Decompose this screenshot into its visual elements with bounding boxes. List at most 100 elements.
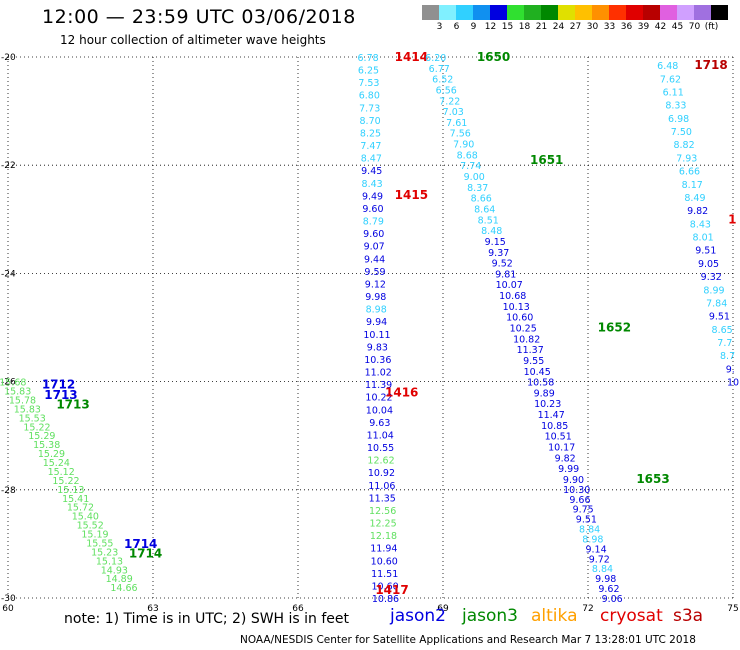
wave-height-value: 7.7 bbox=[717, 338, 732, 349]
wave-height-value: 9.62 bbox=[598, 584, 619, 595]
wave-height-value: 15.53 bbox=[19, 413, 46, 424]
wave-height-value: 8.17 bbox=[682, 180, 703, 191]
wave-height-value: 15.72 bbox=[67, 503, 94, 514]
wave-height-value: 8.82 bbox=[673, 140, 694, 151]
legend-swatch bbox=[694, 5, 711, 20]
legend-swatch bbox=[524, 5, 541, 20]
wave-height-value: 11.94 bbox=[370, 544, 397, 555]
wave-height-value: 7.93 bbox=[676, 153, 697, 164]
wave-height-value: 9.52 bbox=[492, 259, 513, 270]
wave-height-value: 9.82 bbox=[555, 453, 576, 464]
chart-subtitle: 12 hour collection of altimeter wave hei… bbox=[60, 33, 326, 47]
pass-number-label: 1417 bbox=[375, 583, 408, 597]
wave-height-value: 9.66 bbox=[569, 495, 590, 506]
wave-height-value: 6.98 bbox=[668, 114, 689, 125]
wave-height-value: 10.36 bbox=[364, 355, 391, 366]
wave-height-value: 8.65 bbox=[712, 325, 733, 336]
wave-height-value: 6.25 bbox=[358, 66, 379, 77]
legend-swatch bbox=[439, 5, 456, 20]
wave-height-value: 12.56 bbox=[369, 506, 396, 517]
wave-height-value: 10.51 bbox=[545, 432, 572, 443]
y-tick-label: -30 bbox=[1, 594, 16, 604]
wave-height-value: 11.04 bbox=[367, 430, 394, 441]
pass-number-label: 1714 bbox=[124, 537, 157, 551]
wave-height-value: 11.35 bbox=[369, 493, 396, 504]
wave-height-value: 15.22 bbox=[23, 422, 50, 433]
wave-height-value: 15.83 bbox=[14, 404, 41, 415]
wave-height-value: 10.45 bbox=[524, 367, 551, 378]
wave-height-value: 7.03 bbox=[443, 107, 464, 118]
x-tick-label: 63 bbox=[147, 604, 158, 614]
legend-swatch bbox=[626, 5, 643, 20]
wave-height-value: 9.59 bbox=[364, 267, 385, 278]
legend-swatch bbox=[422, 5, 439, 20]
wave-height-value: 9.32 bbox=[701, 272, 722, 283]
legend-swatch bbox=[473, 5, 490, 20]
wave-height-value: 15.22 bbox=[52, 476, 79, 487]
wave-height-value: 10.13 bbox=[503, 302, 530, 313]
y-tick-label: -26 bbox=[1, 378, 16, 388]
pass-number-label: 1714 bbox=[129, 547, 162, 561]
wave-height-value: 6.78 bbox=[358, 53, 379, 64]
wave-height-value: 7.53 bbox=[358, 78, 379, 89]
x-tick-label: 75 bbox=[727, 604, 738, 614]
wave-height-value: 10.25 bbox=[510, 324, 537, 335]
wave-height-value: 9.81 bbox=[495, 269, 516, 280]
wave-height-value: 15.41 bbox=[62, 494, 89, 505]
legend-swatch bbox=[490, 5, 507, 20]
wave-height-value: 8.79 bbox=[363, 217, 384, 228]
pass-number-label: 1414 bbox=[395, 50, 428, 64]
legend-swatch bbox=[507, 5, 524, 20]
wave-height-value: 7.61 bbox=[446, 118, 467, 129]
legend-label: 39 bbox=[637, 22, 650, 32]
wave-height-value: 9.37 bbox=[488, 248, 509, 259]
wave-height-value: 6.56 bbox=[436, 85, 457, 96]
pass-number-label: 1652 bbox=[598, 321, 631, 335]
wave-height-value: 11.47 bbox=[538, 410, 565, 421]
wave-height-value: 8.43 bbox=[690, 219, 711, 230]
wave-height-value: 8.48 bbox=[481, 226, 502, 237]
wave-height-value: 7.74 bbox=[460, 161, 481, 172]
legend-swatch bbox=[575, 5, 592, 20]
legend-label: 15 bbox=[501, 22, 514, 32]
satellite-jason2-label: jason2 bbox=[390, 606, 446, 626]
wave-height-value: 6.20 bbox=[425, 53, 446, 64]
wave-height-value: 10.22 bbox=[365, 393, 392, 404]
x-tick-label: 60 bbox=[2, 604, 14, 614]
wave-height-value: 10.68 bbox=[499, 291, 526, 302]
wave-height-value: 15.13 bbox=[57, 485, 84, 496]
pass-number-label: 1651 bbox=[530, 153, 563, 167]
legend-label: 45 bbox=[671, 22, 684, 32]
wave-height-value: 11.37 bbox=[517, 345, 544, 356]
x-tick-label: 66 bbox=[292, 604, 304, 614]
wave-height-value: 10.60 bbox=[371, 581, 398, 592]
pass-number-label: 1713 bbox=[56, 397, 89, 411]
footnote: note: 1) Time is in UTC; 2) SWH is in fe… bbox=[64, 611, 350, 627]
y-tick-label: -22 bbox=[1, 161, 16, 171]
legend-label: 70 bbox=[688, 22, 701, 32]
wave-height-value: 15.38 bbox=[33, 440, 60, 451]
pass-number-label: 1712 bbox=[42, 377, 75, 391]
wave-height-value: 12.62 bbox=[367, 456, 394, 467]
legend-swatch bbox=[592, 5, 609, 20]
wave-height-value: 9.94 bbox=[366, 317, 387, 328]
pass-number-label: 1 bbox=[728, 212, 736, 226]
wave-height-value: 15.29 bbox=[38, 449, 65, 460]
color-scale-labels: 3 6 9 12 15 18 21 24 27 30 33 36 39 42 45 70 (ft) bbox=[422, 22, 740, 32]
wave-height-value: 10.60 bbox=[506, 313, 533, 324]
legend-label: 27 bbox=[569, 22, 582, 32]
wave-height-value: 15.83 bbox=[4, 387, 31, 398]
wave-height-value: 7.22 bbox=[439, 96, 460, 107]
wave-height-value: 10.23 bbox=[534, 399, 561, 410]
legend-swatch bbox=[660, 5, 677, 20]
color-scale-legend bbox=[422, 5, 728, 20]
wave-height-value: 12.18 bbox=[370, 531, 397, 542]
wave-height-value: 10.11 bbox=[363, 330, 390, 341]
credit-line: NOAA/NESDIS Center for Satellite Applica… bbox=[240, 634, 696, 646]
legend-swatch bbox=[609, 5, 626, 20]
wave-height-value: 8.66 bbox=[471, 194, 492, 205]
wave-height-value: 8.98 bbox=[366, 305, 387, 316]
wave-height-value: 10 bbox=[727, 378, 739, 389]
wave-height-value: 15.52 bbox=[77, 521, 104, 532]
legend-swatch bbox=[456, 5, 473, 20]
